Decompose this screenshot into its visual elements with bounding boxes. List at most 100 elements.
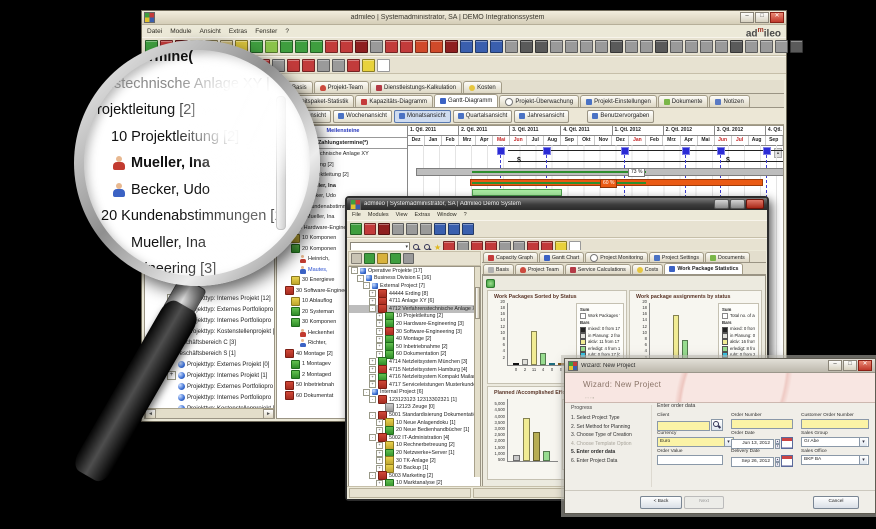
module-icon[interactable] (385, 40, 398, 53)
tab[interactable]: Dokumente (657, 95, 709, 107)
expander-icon[interactable]: - (369, 305, 376, 313)
date-spinner[interactable]: ▴ ▾ (775, 439, 780, 449)
milestone-icon[interactable] (621, 147, 629, 155)
module-icon[interactable] (580, 40, 593, 53)
tree-item[interactable]: 12123 Zeuge [0] (349, 402, 480, 412)
checkbox-icon[interactable] (580, 313, 586, 320)
tree-item[interactable]: - 5003 Marketing [2] (349, 471, 480, 481)
expander-icon[interactable]: + (369, 297, 376, 305)
expander-icon[interactable]: + (167, 371, 176, 380)
milestone-icon[interactable] (763, 147, 771, 155)
module-icon[interactable] (392, 223, 404, 235)
client-input[interactable] (657, 421, 710, 431)
module-icon[interactable] (462, 223, 474, 235)
tree-item[interactable]: Projekttyp: Externes Projekt [0] (145, 359, 274, 370)
view-button[interactable]: Benutzervorgaben (587, 109, 655, 123)
module-icon[interactable] (550, 40, 563, 53)
tree-item[interactable]: - 123123123 12313302321 [1] (349, 395, 480, 405)
gantt-row-label[interactable]: Meilensteine (277, 126, 407, 138)
module-icon[interactable] (434, 223, 446, 235)
tab[interactable]: Kapazitäts-Diagramm (355, 95, 434, 107)
module-icon[interactable] (406, 223, 418, 235)
expander-icon[interactable]: + (369, 373, 376, 381)
gantt-row-label[interactable]: 12 Verfahrenstechnische Anlage XY (277, 149, 407, 160)
order-number-input[interactable] (731, 419, 793, 429)
module-icon[interactable] (760, 40, 773, 53)
tree-tool-icon[interactable] (351, 253, 362, 264)
gantt-row-label[interactable]: Zahlungstermine(*) (277, 138, 407, 149)
gantt-row-label[interactable]: 20 Systeman (277, 307, 407, 318)
gantt-row-label[interactable]: 30 Energieve (277, 275, 407, 286)
module-icon[interactable] (520, 40, 533, 53)
legend-entry[interactable]: ruht: 0 from 24 [0%] (722, 352, 755, 359)
tree-item[interactable]: - External Project [7] (349, 282, 480, 290)
expander-icon[interactable]: + (376, 312, 383, 320)
legend-entry[interactable]: in Planung: 0 from 24 [0%] (722, 333, 755, 340)
tab[interactable]: Gantt Chart (538, 252, 585, 262)
client-lookup-button[interactable] (711, 419, 723, 431)
minimize-icon[interactable]: – (828, 360, 842, 371)
search-icon[interactable] (412, 243, 421, 252)
close-icon[interactable]: ✕ (858, 360, 872, 371)
expander-icon[interactable]: + (369, 366, 376, 374)
expander-icon[interactable]: - (369, 396, 376, 404)
tab[interactable]: Costs (631, 264, 664, 274)
action-icon[interactable] (362, 58, 375, 72)
module-icon[interactable] (610, 40, 623, 53)
module-icon[interactable] (364, 223, 376, 235)
module-icon[interactable] (535, 40, 548, 53)
gantt-row-label[interactable]: 60 Dokumentat (277, 391, 407, 402)
back-button[interactable]: < Back (640, 496, 682, 509)
expander-icon[interactable]: - (369, 434, 376, 442)
menu-item[interactable]: Ansicht (199, 27, 221, 35)
legend-entry[interactable]: aktiv: 16 from 24 [67%] (722, 339, 755, 346)
currency-select[interactable]: Euro (657, 437, 734, 447)
minimize-icon[interactable]: – (740, 12, 754, 23)
expander-icon[interactable]: + (369, 358, 376, 366)
tree-item[interactable]: + 60 Dokumentation [2] (349, 349, 480, 359)
date-spinner[interactable]: ▴ ▾ (775, 457, 780, 467)
module-icon[interactable] (350, 223, 362, 235)
module-icon[interactable] (415, 40, 428, 53)
expander-icon[interactable]: + (376, 350, 383, 358)
legend-sum-item[interactable]: Work Packages Total: 17 (580, 313, 620, 320)
tab[interactable]: Project Team (514, 264, 564, 274)
module-icon[interactable] (448, 223, 460, 235)
module-icon[interactable] (595, 40, 608, 53)
legend-entry[interactable]: ruht: 0 from 17 [0%] (580, 352, 620, 359)
module-icon[interactable] (490, 40, 503, 53)
expander-icon[interactable]: + (376, 457, 383, 465)
milestone-icon[interactable] (543, 147, 551, 155)
tree-item[interactable]: + 10 Marktanalyse [2] (349, 478, 480, 486)
module-icon[interactable] (310, 40, 323, 53)
tree-item[interactable]: + 4716 Netzleitsystem Kompakt Mailand [3… (349, 372, 480, 382)
milestone-icon[interactable] (682, 147, 690, 155)
tab[interactable]: Project Monitoring (585, 252, 648, 262)
milestone-icon[interactable] (497, 147, 505, 155)
expander-icon[interactable]: + (376, 335, 383, 343)
tree-item[interactable]: - 5001 Standardisierung Dokumentation [2… (349, 410, 480, 420)
tree-item[interactable]: + 20 Netzwerke+Server [1] (349, 448, 480, 458)
tree-item[interactable]: + 40 Backup [1] (349, 463, 480, 473)
cancel-button[interactable]: Cancel (813, 496, 859, 509)
view-button[interactable]: Jahresansicht (514, 109, 570, 123)
milestone-icon[interactable] (717, 147, 725, 155)
legend-entry[interactable]: in Planung: 2 from 17 [12%] (580, 333, 620, 340)
sales-office-select[interactable]: BKP BA (801, 455, 869, 465)
wizard-titlebar[interactable]: Wizard: New Project – □ ✕ (565, 359, 875, 373)
tree-item[interactable]: + 30 Software-Engineering [3] (349, 327, 480, 337)
tree-tool-icon[interactable] (403, 253, 414, 264)
scroll-right-icon[interactable]: ► (263, 409, 274, 418)
tree-item[interactable]: + 4717 Serviceleistungen Musterkunde [2] (349, 380, 480, 390)
module-icon[interactable] (355, 40, 368, 53)
module-icon[interactable] (420, 223, 432, 235)
view-button[interactable]: Monatsansicht (393, 109, 451, 123)
expander-icon[interactable]: + (369, 290, 376, 298)
scroll-left-icon[interactable]: ◄ (145, 409, 156, 418)
tree-item[interactable]: Projekttyp: Internes Portfoliopro (145, 392, 274, 403)
gantt-row-label[interactable]: 30 Software-Engineering [3] (277, 286, 407, 297)
scroll-thumb[interactable] (475, 287, 480, 319)
expander-icon[interactable]: + (376, 328, 383, 336)
module-icon[interactable] (685, 40, 698, 53)
tab[interactable]: Basis (483, 264, 514, 274)
